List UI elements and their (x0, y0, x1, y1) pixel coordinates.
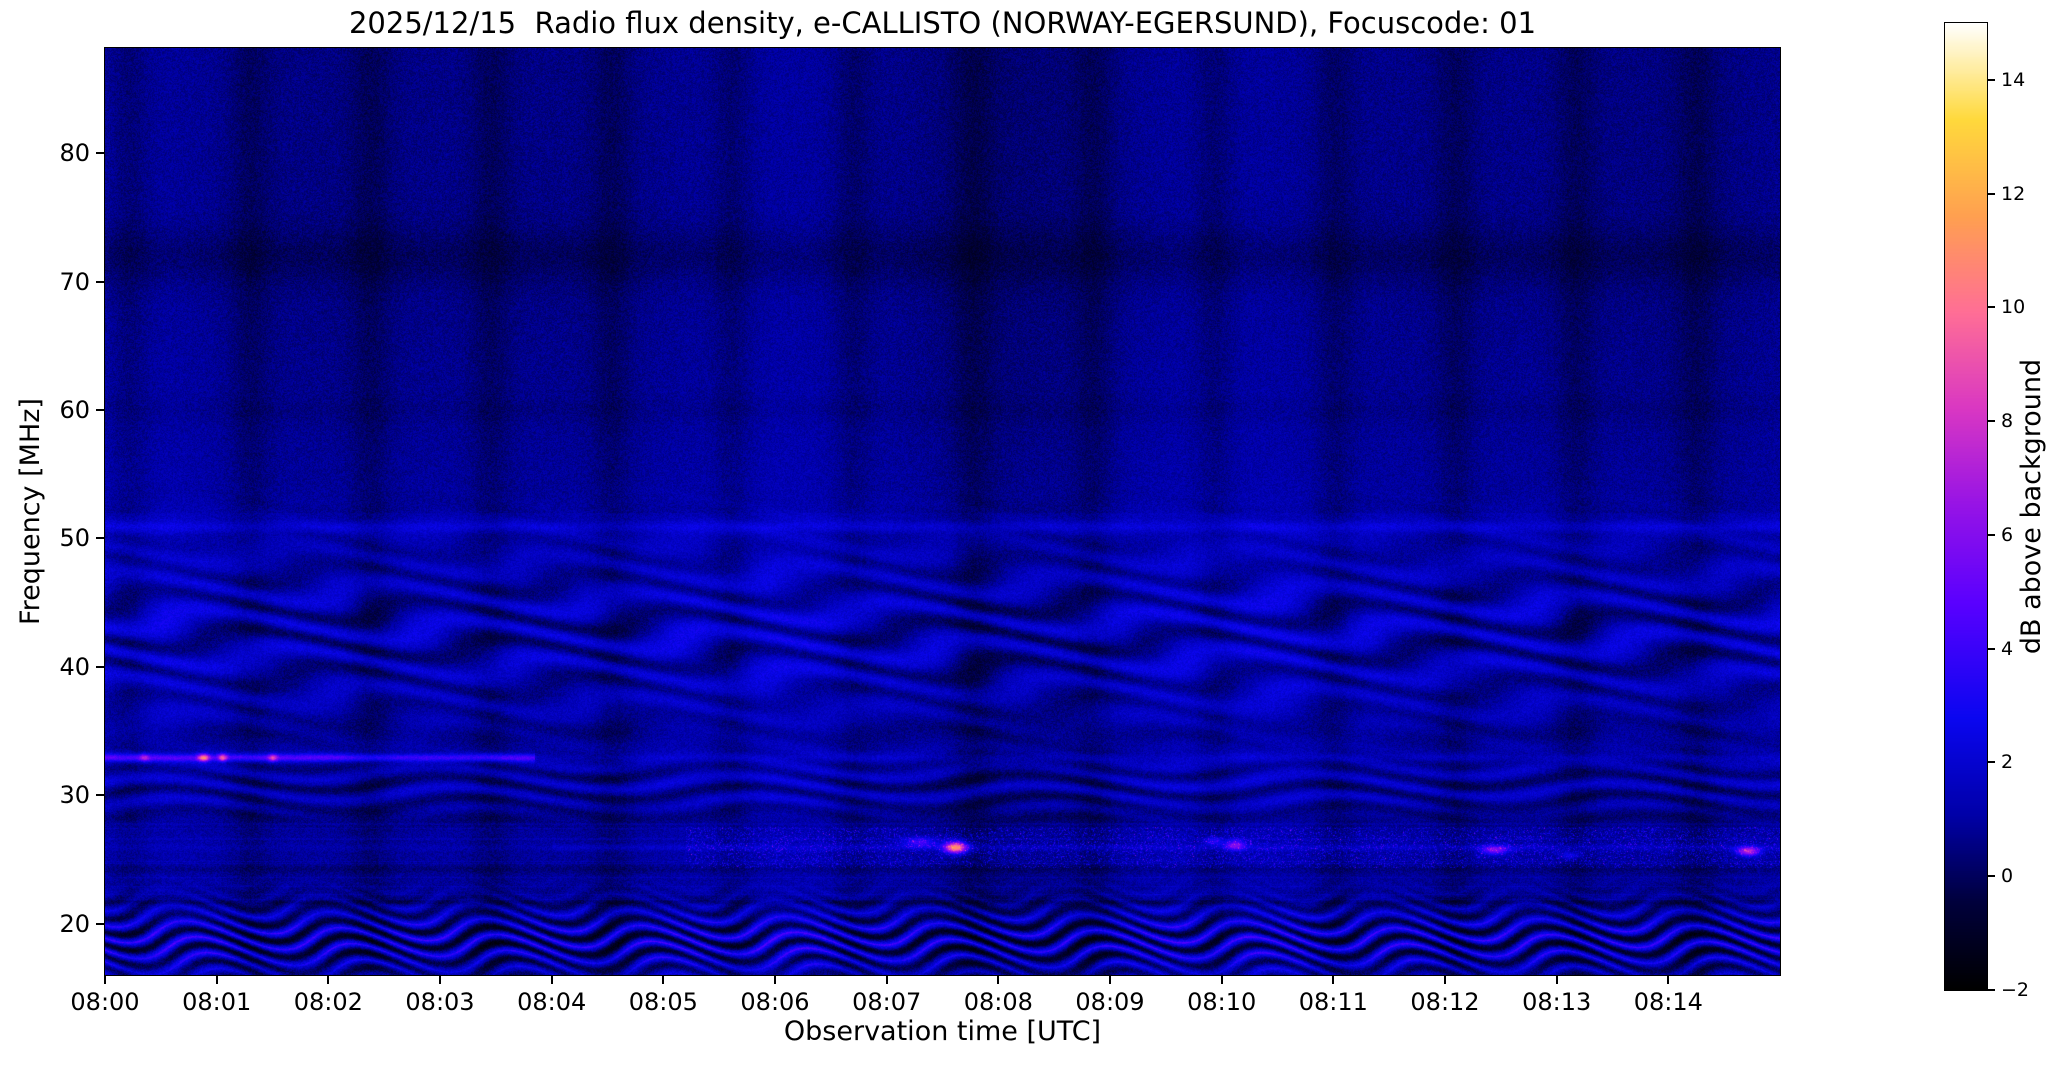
x-tick-label: 08:00 (70, 988, 140, 1016)
y-tick-label: 40 (59, 652, 90, 681)
x-tick-label: 08:03 (405, 988, 475, 1016)
x-tick-label: 08:06 (740, 988, 810, 1016)
y-tick-mark (96, 537, 104, 540)
colorbar-tick-mark (1988, 192, 1995, 195)
colorbar-label: dB above background (2016, 358, 2047, 655)
y-tick-label: 70 (59, 267, 90, 296)
colorbar-tick-label: 14 (2001, 68, 2026, 91)
colorbar-tick-label: 10 (2001, 296, 2026, 319)
colorbar-tick-mark (1988, 533, 1995, 536)
colorbar-tick-label: 2 (2001, 751, 2014, 774)
colorbar-tick-label: 0 (2001, 865, 2014, 888)
x-tick-mark (327, 976, 330, 984)
x-tick-mark (439, 976, 441, 984)
colorbar-tick-mark (1988, 761, 1995, 764)
y-tick-label: 30 (59, 781, 90, 810)
x-tick-label: 08:04 (517, 988, 587, 1016)
x-tick-mark (215, 976, 218, 984)
y-tick-mark (96, 794, 104, 797)
colorbar-tick-label: 12 (2001, 182, 2026, 205)
chart-title: 2025/12/15 Radio flux density, e-CALLIST… (348, 6, 1537, 40)
y-tick-mark (96, 280, 104, 283)
x-tick-label: 08:08 (963, 988, 1033, 1016)
x-tick-label: 08:11 (1298, 988, 1368, 1016)
y-tick-mark (96, 152, 104, 155)
y-axis-label-wrap: Frequency [MHz] (0, 48, 60, 975)
colorbar-tick-mark (1988, 420, 1995, 423)
x-tick-mark (1332, 976, 1335, 984)
x-tick-mark (1444, 976, 1446, 984)
x-tick-mark (1555, 976, 1558, 984)
y-tick-label: 80 (59, 139, 90, 168)
x-tick-label: 08:10 (1187, 988, 1257, 1016)
x-axis-label: Observation time [UTC] (783, 1016, 1102, 1047)
y-tick-mark (96, 409, 104, 412)
colorbar-tick-label: −2 (2001, 979, 2030, 1001)
colorbar-label-wrap: dB above background (2004, 23, 2047, 990)
x-tick-label: 08:12 (1410, 988, 1480, 1016)
y-axis-label: Frequency [MHz] (14, 398, 46, 625)
x-tick-mark (1220, 976, 1223, 984)
colorbar-tick-label: 6 (2001, 523, 2014, 546)
x-tick-mark (774, 976, 776, 984)
x-tick-label: 08:14 (1633, 988, 1703, 1016)
colorbar-tick-mark (1988, 989, 1995, 991)
colorbar-tick-mark (1988, 647, 1995, 650)
colorbar-tick-mark (1988, 306, 1995, 309)
x-tick-label: 08:13 (1522, 988, 1592, 1016)
colorbar-gradient (1944, 22, 1988, 991)
x-tick-mark (1109, 976, 1111, 984)
x-tick-label: 08:02 (293, 988, 363, 1016)
x-tick-label: 08:05 (628, 988, 698, 1016)
y-tick-label: 50 (59, 524, 90, 553)
colorbar-tick-mark (1988, 78, 1995, 81)
y-tick-mark (96, 922, 104, 925)
x-tick-label: 08:09 (1075, 988, 1145, 1016)
x-tick-label: 08:07 (852, 988, 922, 1016)
y-tick-label: 20 (59, 909, 90, 938)
x-tick-mark (104, 976, 106, 984)
x-tick-mark (997, 976, 1000, 984)
x-tick-mark (550, 976, 553, 984)
x-tick-mark (885, 976, 888, 984)
x-tick-mark (662, 976, 665, 984)
x-tick-label: 08:01 (182, 988, 252, 1016)
y-tick-mark (96, 665, 104, 668)
colorbar-tick-label: 8 (2001, 410, 2014, 433)
spectrogram-heatmap (104, 47, 1781, 976)
x-tick-mark (1667, 976, 1670, 984)
colorbar-tick-mark (1988, 875, 1995, 878)
colorbar-tick-label: 4 (2001, 637, 2014, 660)
y-tick-label: 60 (59, 396, 90, 425)
